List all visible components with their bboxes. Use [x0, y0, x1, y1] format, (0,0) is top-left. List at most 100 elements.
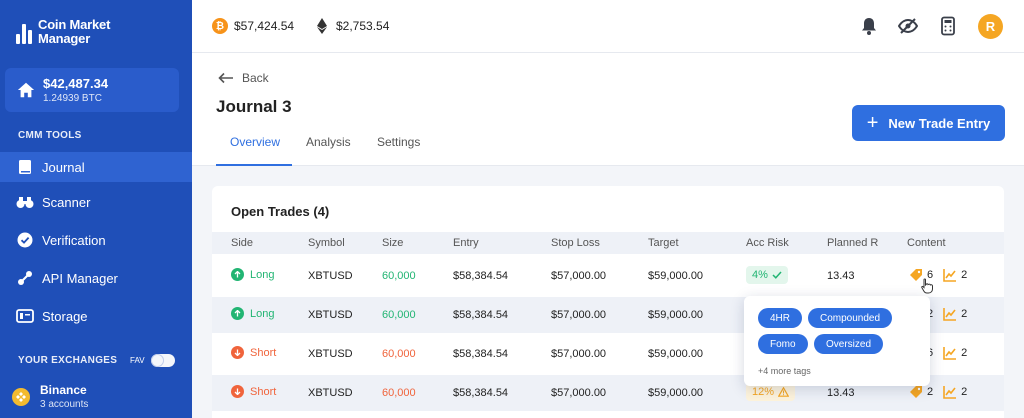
page-title: Journal 3 [216, 97, 292, 116]
tab-analysis[interactable]: Analysis [306, 135, 351, 149]
balance-amount: $42,487.34 [43, 76, 109, 91]
size-cell: 60,000 [382, 348, 416, 360]
bell-icon[interactable] [859, 16, 879, 36]
sidebar-item-journal[interactable]: Journal [0, 152, 192, 182]
planned-r-cell: 13.43 [827, 270, 855, 282]
chart-count: 2 [961, 347, 968, 359]
hide-eye-icon[interactable] [898, 16, 918, 36]
sidebar-item-label: Verification [42, 232, 106, 248]
side-cell: Short [231, 385, 276, 398]
eth-ticker: $2,753.54 [314, 18, 389, 34]
table-header: Side Symbol Size Entry Stop Loss Target … [212, 232, 1004, 254]
exchange-accounts: 3 accounts [40, 399, 89, 410]
side-cell: Long [231, 268, 274, 281]
side-label: Long [250, 268, 275, 281]
fav-toggle[interactable] [150, 354, 175, 367]
tag-chip[interactable]: Fomo [758, 334, 808, 354]
chart-line-icon[interactable] [943, 385, 957, 399]
new-trade-label: New Trade Entry [888, 115, 991, 131]
new-trade-entry-button[interactable]: + New Trade Entry [852, 105, 1005, 141]
symbol-cell: XBTUSD [308, 348, 353, 360]
sidebar-item-scanner[interactable]: Scanner [0, 187, 192, 217]
column-header[interactable]: Acc Risk [746, 237, 789, 249]
content-cell: 2 2 [923, 307, 977, 321]
logo-bars-icon [16, 20, 32, 44]
table-row[interactable]: Long XBTUSD 60,000 $58,384.54 $57,000.00… [212, 258, 1004, 294]
acc-risk-value: 4% [752, 269, 768, 281]
content-cell: 2 2 [909, 385, 977, 399]
arrow-down-icon [231, 385, 244, 398]
brand-line-1: Coin Market [38, 17, 111, 32]
eth-price: $2,753.54 [336, 19, 390, 33]
sidebar-item-label: API Manager [42, 270, 118, 286]
column-header[interactable]: Side [231, 237, 254, 249]
tools-section-label: CMM TOOLS [18, 130, 82, 141]
sidebar-item-api-manager[interactable]: API Manager [0, 263, 192, 293]
brand-logo[interactable]: Coin Market Manager [16, 18, 110, 46]
sidebar-item-storage[interactable]: Storage [0, 301, 192, 331]
calculator-icon[interactable] [938, 16, 958, 36]
column-header[interactable]: Size [382, 237, 404, 249]
target-cell: $59,000.00 [648, 348, 704, 360]
column-header[interactable]: Entry [453, 237, 479, 249]
chart-count: 2 [961, 386, 968, 398]
stop-loss-cell: $57,000.00 [551, 348, 607, 360]
exchanges-section-label: YOUR EXCHANGES [18, 355, 118, 366]
column-header[interactable]: Planned R [827, 237, 879, 249]
entry-cell: $58,384.54 [453, 387, 509, 399]
tag-chip[interactable]: 4HR [758, 308, 803, 328]
btc-ticker: ₿ $57,424.54 [212, 18, 294, 34]
side-cell: Long [231, 307, 274, 320]
chart-line-icon[interactable] [943, 307, 957, 321]
ethereum-icon [314, 18, 330, 34]
stop-loss-cell: $57,000.00 [551, 387, 607, 399]
acc-risk-value: 12% [752, 386, 775, 398]
column-header[interactable]: Content [907, 237, 946, 249]
arrow-up-icon [231, 268, 244, 281]
chart-line-icon[interactable] [943, 346, 957, 360]
fav-toggle-group: FAV [130, 354, 175, 367]
column-header[interactable]: Stop Loss [551, 237, 600, 249]
size-cell: 60,000 [382, 387, 416, 399]
portfolio-balance-card[interactable]: $42,487.34 1.24939 BTC [5, 68, 179, 112]
btc-price: $57,424.54 [234, 19, 295, 33]
size-cell: 60,000 [382, 309, 416, 321]
sidebar-item-label: Storage [42, 308, 88, 324]
tag-icon[interactable] [909, 268, 923, 282]
table-row[interactable]: Short XBTUSD 60,000 $58,384.54 $57,000.0… [212, 336, 1004, 372]
side-label: Short [250, 385, 277, 398]
tag-icon[interactable] [909, 385, 923, 399]
more-tags-link[interactable]: +4 more tags [758, 366, 811, 376]
storage-icon [16, 307, 34, 325]
user-avatar[interactable]: R [978, 14, 1003, 39]
symbol-cell: XBTUSD [308, 387, 353, 399]
binoculars-icon [16, 193, 34, 211]
chart-line-icon[interactable] [943, 268, 957, 282]
exchange-binance[interactable]: Binance 3 accounts [12, 383, 88, 410]
hand-cursor-icon [921, 278, 933, 294]
plus-icon: + [866, 112, 879, 134]
entry-cell: $58,384.54 [453, 309, 509, 321]
tag-chip[interactable]: Oversized [814, 334, 884, 354]
column-header[interactable]: Symbol [308, 237, 345, 249]
side-label: Short [250, 346, 277, 359]
tab-settings[interactable]: Settings [377, 135, 421, 149]
api-icon [16, 269, 34, 287]
column-header[interactable]: Target [648, 237, 679, 249]
arrow-left-icon [218, 72, 233, 84]
check-badge-icon [16, 231, 34, 249]
journal-icon [16, 158, 34, 176]
tag-chip[interactable]: Compounded [808, 308, 893, 328]
size-cell: 60,000 [382, 270, 416, 282]
target-cell: $59,000.00 [648, 387, 704, 399]
brand-line-2: Manager [38, 31, 91, 46]
tab-overview[interactable]: Overview [230, 135, 281, 149]
balance-btc: 1.24939 BTC [43, 93, 102, 104]
fav-label: FAV [130, 356, 145, 365]
open-trades-title: Open Trades (4) [231, 204, 330, 219]
back-link[interactable]: Back [218, 71, 269, 85]
sidebar-item-verification[interactable]: Verification [0, 225, 192, 255]
planned-r-cell: 13.43 [827, 387, 855, 399]
content-cell: 6 2 [923, 346, 977, 360]
active-tab-indicator [216, 164, 292, 166]
